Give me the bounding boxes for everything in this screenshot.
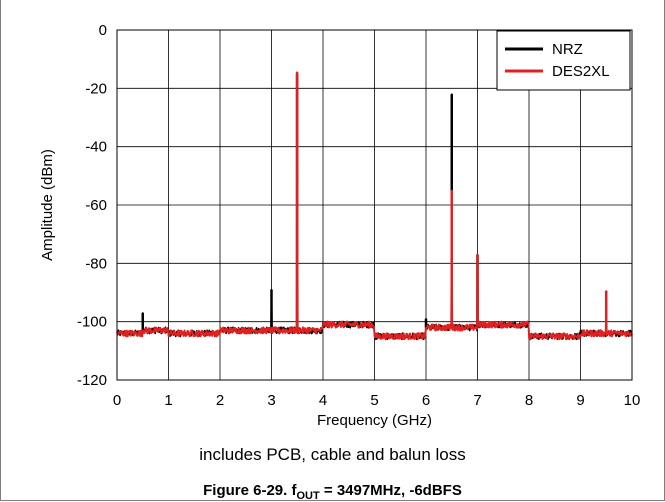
y-tick-label: -40 <box>85 139 107 156</box>
x-tick-label: 1 <box>164 392 172 409</box>
figure-caption: Figure 6-29. fOUT = 3497MHz, -6dBFS <box>0 482 665 502</box>
y-tick-label: -60 <box>85 197 107 214</box>
x-axis-title: Frequency (GHz) <box>317 412 432 429</box>
caption-subscript: OUT <box>296 490 320 502</box>
y-tick-label: 0 <box>99 22 107 39</box>
legend-box <box>496 30 631 91</box>
y-axis-title: Amplitude (dBm) <box>39 149 56 261</box>
trace-des2xl <box>116 71 633 341</box>
x-tick-label: 9 <box>576 392 584 409</box>
y-tick-label: -100 <box>77 314 107 331</box>
legend-label-nrz: NRZ <box>552 41 583 58</box>
x-tick-label: 4 <box>319 392 327 409</box>
x-tick-label: 7 <box>473 392 481 409</box>
y-tick-labels: 0 -20 -40 -60 -80 -100 -120 <box>77 22 107 389</box>
y-tick-label: -20 <box>85 80 107 97</box>
legend-label-des2xl: DES2XL <box>552 63 610 80</box>
x-tick-label: 10 <box>624 392 641 409</box>
y-tick-label: -80 <box>85 255 107 272</box>
caption-prefix: Figure 6-29. f <box>203 482 297 499</box>
chart-note: includes PCB, cable and balun loss <box>199 445 466 464</box>
caption-suffix: = 3497MHz, -6dBFS <box>319 482 462 499</box>
x-tick-label: 3 <box>267 392 275 409</box>
traces <box>116 71 633 341</box>
plot-area-border <box>116 29 633 381</box>
x-tick-label: 8 <box>525 392 533 409</box>
spectrum-chart: 0 1 2 3 4 5 6 7 8 9 10 0 -20 -40 -60 -80 -100 -120 Frequ… <box>39 22 641 429</box>
legend: NRZ DES2XL <box>496 30 631 91</box>
x-tick-label: 2 <box>216 392 224 409</box>
x-tick-label: 5 <box>370 392 378 409</box>
x-tick-label: 6 <box>422 392 430 409</box>
x-tick-labels: 0 1 2 3 4 5 6 7 8 9 10 <box>113 392 641 409</box>
x-tick-label: 0 <box>113 392 121 409</box>
y-tick-label: -120 <box>77 372 107 389</box>
